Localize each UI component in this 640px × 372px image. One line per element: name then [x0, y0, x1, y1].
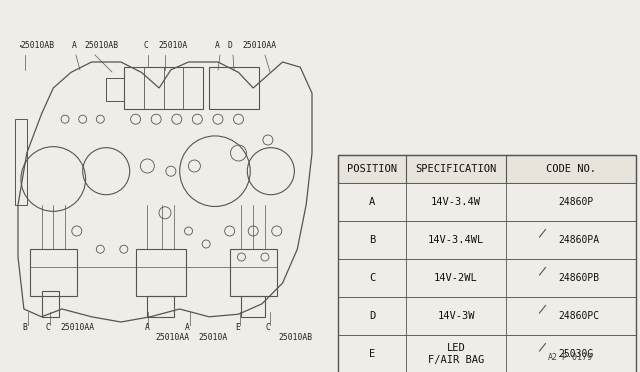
Text: 14V-3.4WL: 14V-3.4WL [428, 235, 484, 245]
Bar [106, 78, 124, 101]
Bar [543, 339, 550, 346]
Text: C: C [265, 323, 270, 332]
Bar [338, 183, 636, 221]
Text: A: A [215, 41, 220, 50]
Bar [338, 259, 636, 297]
Text: A: A [72, 41, 77, 50]
Bar [523, 234, 540, 246]
Bar [523, 196, 540, 208]
Text: 24860PC: 24860PC [558, 311, 599, 321]
Bar [540, 199, 544, 205]
Bar [338, 297, 636, 335]
Text: E: E [235, 323, 240, 332]
Bar [543, 225, 550, 232]
Text: 25010A: 25010A [198, 333, 227, 342]
Text: 25010AA: 25010AA [60, 323, 94, 332]
Bar [518, 238, 523, 242]
Text: 25010AB: 25010AB [278, 333, 312, 342]
Text: 25010AB: 25010AB [20, 41, 54, 50]
Bar [518, 200, 523, 204]
Text: C: C [45, 323, 50, 332]
Bar [523, 348, 540, 360]
Bar [241, 296, 265, 317]
Bar [42, 291, 59, 317]
Text: SPECIFICATION: SPECIFICATION [415, 164, 497, 174]
Text: POSITION: POSITION [347, 164, 397, 174]
Bar [338, 155, 636, 372]
Text: 25010AB: 25010AB [84, 41, 118, 50]
Bar [523, 310, 540, 322]
Text: A: A [369, 197, 375, 207]
Bar [15, 119, 27, 205]
Bar [230, 249, 276, 296]
Bar [518, 314, 523, 318]
Bar [518, 276, 523, 280]
Bar [518, 352, 523, 356]
Bar [29, 249, 77, 296]
Bar [338, 335, 636, 372]
Text: D: D [228, 41, 233, 50]
Bar [124, 67, 204, 109]
Text: 14V-3.4W: 14V-3.4W [431, 197, 481, 207]
Text: 14V-2WL: 14V-2WL [434, 273, 478, 283]
Text: 14V-3W: 14V-3W [437, 311, 475, 321]
Text: 25010A: 25010A [158, 41, 188, 50]
Text: 25030G: 25030G [558, 349, 593, 359]
Text: B: B [369, 235, 375, 245]
Text: 24860P: 24860P [558, 197, 593, 207]
Bar [338, 221, 636, 259]
Text: 25010AA: 25010AA [155, 333, 189, 342]
Text: CODE NO.: CODE NO. [546, 164, 596, 174]
Bar [147, 296, 174, 317]
Text: A: A [145, 323, 150, 332]
Text: LED
F/AIR BAG: LED F/AIR BAG [428, 343, 484, 365]
Text: 24860PB: 24860PB [558, 273, 599, 283]
Bar [338, 155, 636, 183]
Bar [543, 263, 550, 270]
Bar [136, 249, 186, 296]
Text: C: C [369, 273, 375, 283]
Text: E: E [369, 349, 375, 359]
Text: ·: · [17, 40, 24, 53]
Text: C: C [143, 41, 148, 50]
Bar [209, 67, 259, 109]
Bar [523, 272, 540, 284]
Text: B: B [22, 323, 27, 332]
Text: 25010AA: 25010AA [242, 41, 276, 50]
Text: A: A [185, 323, 190, 332]
Bar [543, 301, 550, 308]
Text: 24860PA: 24860PA [558, 235, 599, 245]
Text: A2·P·0179: A2·P·0179 [547, 353, 593, 362]
Text: D: D [369, 311, 375, 321]
